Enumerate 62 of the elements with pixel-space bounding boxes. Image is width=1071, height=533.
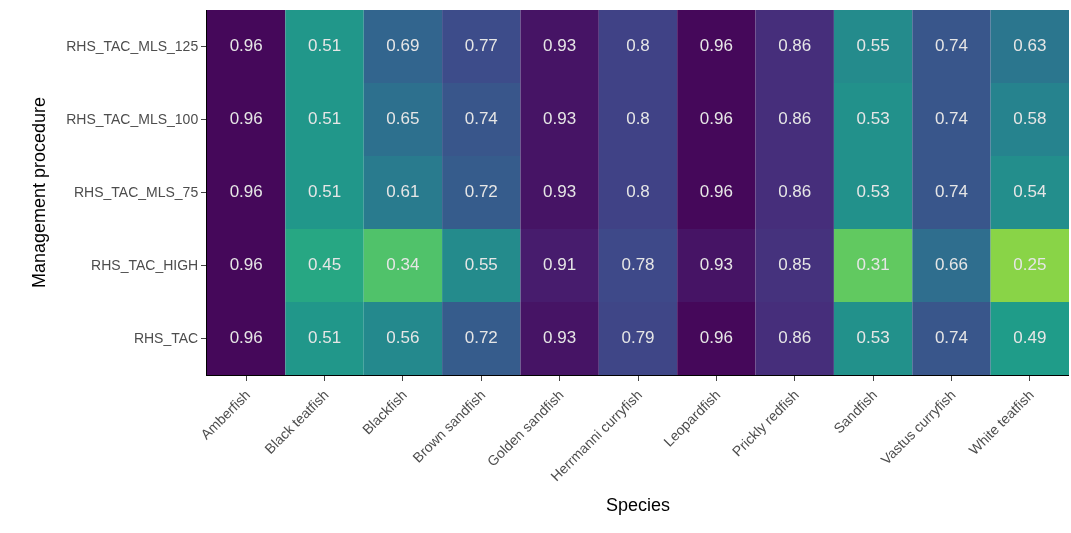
data-label: 0.96: [699, 35, 733, 55]
data-label: 0.69: [386, 35, 420, 55]
data-label: 0.86: [778, 108, 812, 128]
data-label: 0.93: [543, 181, 577, 201]
data-label: 0.74: [934, 35, 968, 55]
data-label: 0.53: [856, 108, 890, 128]
data-label: 0.93: [543, 108, 577, 128]
data-label: 0.56: [386, 327, 420, 347]
data-label: 0.93: [543, 327, 577, 347]
data-label: 0.85: [778, 254, 812, 274]
data-label: 0.61: [386, 181, 420, 201]
data-label: 0.93: [543, 35, 577, 55]
data-label: 0.86: [778, 327, 812, 347]
x-axis-title: Species: [605, 495, 671, 516]
data-label: 0.49: [1013, 327, 1047, 347]
data-label: 0.96: [229, 181, 263, 201]
data-label: 0.65: [386, 108, 420, 128]
data-label: 0.8: [626, 181, 650, 201]
data-label: 0.86: [778, 35, 812, 55]
y-tick-label: RHS_TAC_MLS_125: [66, 38, 199, 55]
data-label: 0.54: [1013, 181, 1047, 201]
data-label: 0.96: [229, 108, 263, 128]
data-label: 0.72: [464, 327, 498, 347]
y-tick-label: RHS_TAC_MLS_100: [66, 111, 199, 128]
data-label: 0.8: [626, 108, 650, 128]
data-label: 0.74: [934, 108, 968, 128]
data-label: 0.72: [464, 181, 498, 201]
data-label: 0.53: [856, 327, 890, 347]
data-label: 0.74: [464, 108, 498, 128]
data-label: 0.93: [699, 254, 733, 274]
data-label: 0.34: [386, 254, 420, 274]
y-tick-label: RHS_TAC_HIGH: [91, 257, 199, 274]
data-label: 0.58: [1013, 108, 1047, 128]
data-label: 0.74: [934, 327, 968, 347]
data-label: 0.78: [621, 254, 655, 274]
data-label: 0.51: [308, 35, 342, 55]
y-axis-title: Management procedure: [29, 96, 50, 289]
data-label: 0.96: [229, 254, 263, 274]
data-label: 0.96: [699, 108, 733, 128]
data-label: 0.53: [856, 181, 890, 201]
data-label: 0.55: [464, 254, 498, 274]
data-label: 0.31: [856, 254, 890, 274]
data-label: 0.55: [856, 35, 890, 55]
data-label: 0.51: [308, 181, 342, 201]
data-label: 0.66: [934, 254, 968, 274]
data-label: 0.51: [308, 108, 342, 128]
data-label: 0.45: [308, 254, 342, 274]
data-label: 0.91: [543, 254, 577, 274]
data-label: 0.63: [1013, 35, 1047, 55]
y-tick-label: RHS_TAC_MLS_75: [73, 184, 199, 201]
data-label: 0.96: [229, 327, 263, 347]
data-label: 0.96: [229, 35, 263, 55]
y-tick-label: RHS_TAC: [133, 330, 199, 347]
data-label: 0.77: [464, 35, 498, 55]
data-label: 0.79: [621, 327, 655, 347]
data-label: 0.96: [699, 181, 733, 201]
data-label: 0.51: [308, 327, 342, 347]
data-label: 0.74: [934, 181, 968, 201]
data-label: 0.86: [778, 181, 812, 201]
data-label: 0.96: [699, 327, 733, 347]
data-label: 0.8: [626, 35, 650, 55]
data-label: 0.25: [1013, 254, 1047, 274]
